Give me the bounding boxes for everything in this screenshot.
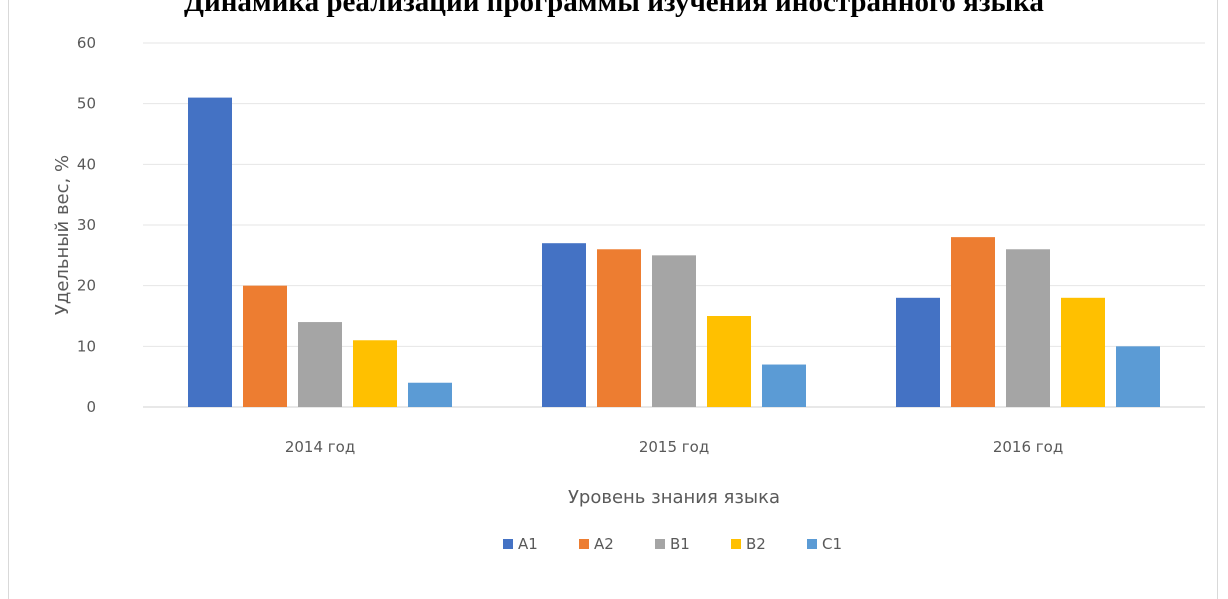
y-tick-label: 10 <box>77 337 96 355</box>
bar-a1-2 <box>542 243 586 407</box>
bar-b1-1 <box>298 322 342 407</box>
bar-b1-3 <box>1006 249 1050 407</box>
x-tick-label: 2016 год <box>993 438 1063 456</box>
bar-c1-1 <box>408 382 452 407</box>
legend-swatch-a1 <box>503 539 513 549</box>
x-axis-title: Уровень знания языка <box>568 487 780 508</box>
y-tick-label: 20 <box>77 277 96 295</box>
x-tick-label: 2015 год <box>639 438 709 456</box>
legend-label: C1 <box>822 535 842 553</box>
bar-a2-2 <box>597 249 641 407</box>
bar-b2-2 <box>707 316 751 407</box>
legend-label: A1 <box>518 535 538 553</box>
legend-swatch-c1 <box>807 539 817 549</box>
legend-swatch-a2 <box>579 539 589 549</box>
bar-a1-3 <box>896 297 940 407</box>
bar-c1-3 <box>1116 346 1160 407</box>
legend-label: B2 <box>746 535 766 553</box>
y-tick-label: 0 <box>86 398 96 416</box>
y-axis-title: Удельный вес, % <box>52 155 73 315</box>
y-tick-labels: 0 10 20 30 40 50 60 <box>77 34 96 416</box>
bars <box>188 97 1160 407</box>
y-tick-label: 60 <box>77 34 96 52</box>
x-tick-labels: 2014 год 2015 год 2016 год <box>285 438 1063 456</box>
x-tick-label: 2014 год <box>285 438 355 456</box>
chart-title: Динамика реализации программы изучения и… <box>184 0 1044 18</box>
legend: A1 A2 B1 B2 C1 <box>503 535 842 553</box>
bar-a1-1 <box>188 97 232 407</box>
y-tick-label: 40 <box>77 155 96 173</box>
legend-label: A2 <box>594 535 614 553</box>
legend-swatch-b2 <box>731 539 741 549</box>
bar-a2-3 <box>951 237 995 407</box>
bar-b2-1 <box>353 340 397 407</box>
legend-label: B1 <box>670 535 690 553</box>
bar-b1-2 <box>652 255 696 407</box>
bar-c1-2 <box>762 364 806 407</box>
y-tick-label: 50 <box>77 95 96 113</box>
bar-a2-1 <box>243 285 287 407</box>
chart-frame <box>8 0 1218 599</box>
bar-b2-3 <box>1061 297 1105 407</box>
y-tick-label: 30 <box>77 216 96 234</box>
legend-swatch-b1 <box>655 539 665 549</box>
